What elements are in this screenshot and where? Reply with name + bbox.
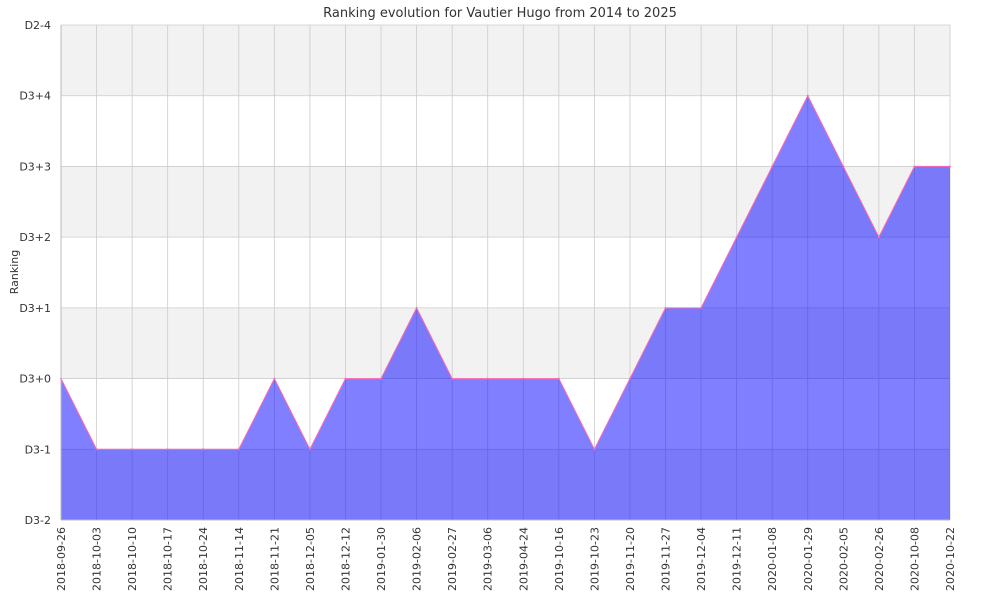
y-tick-label: D2-4 [25, 19, 51, 32]
data-point [877, 236, 880, 239]
chart-title: Ranking evolution for Vautier Hugo from … [323, 6, 677, 21]
area-layer [60, 94, 950, 520]
data-point [308, 448, 311, 451]
x-tick-label: 2019-12-11 [731, 527, 744, 591]
x-tick-label: 2019-04-24 [517, 527, 530, 591]
x-tick-label: 2019-03-06 [482, 527, 495, 591]
data-point [735, 236, 738, 239]
x-tick-label: 2019-01-30 [375, 527, 388, 591]
data-point [380, 377, 383, 380]
x-tick-label: 2018-11-21 [268, 527, 281, 591]
x-tick-label: 2018-10-03 [91, 527, 104, 591]
x-tick-label: 2019-02-27 [446, 527, 459, 591]
x-tick-label: 2019-10-23 [588, 527, 601, 591]
data-point [166, 448, 169, 451]
y-tick-label: D3+3 [19, 160, 51, 173]
data-point [700, 306, 703, 309]
x-tick-label: 2020-01-29 [802, 527, 815, 591]
y-tick-label: D3+0 [19, 373, 51, 386]
y-tick-label: D3+1 [19, 302, 51, 315]
x-tick-label: 2018-10-10 [126, 527, 139, 591]
data-point [557, 377, 560, 380]
y-tick-label: D3-2 [25, 514, 51, 527]
x-tick-label: 2020-10-08 [908, 527, 921, 591]
data-point [628, 377, 631, 380]
x-tick-labels: 2018-09-26 2018-10-03 2018-10-10 2018-10-17… [55, 527, 957, 591]
data-point [522, 377, 525, 380]
data-point [486, 377, 489, 380]
x-tick-label: 2019-10-16 [553, 527, 566, 591]
data-point [202, 448, 205, 451]
x-tick-label: 2018-12-05 [304, 527, 317, 591]
x-tick-label: 2020-02-05 [837, 527, 850, 591]
x-tick-label: 2019-02-06 [411, 527, 424, 591]
data-point [451, 377, 454, 380]
data-point [415, 306, 418, 309]
x-tick-label: 2019-11-27 [660, 527, 673, 591]
background-band [61, 25, 950, 96]
y-axis-label: Ranking [8, 250, 21, 295]
x-tick-label: 2018-09-26 [55, 527, 68, 591]
x-tick-label: 2019-11-20 [624, 527, 637, 591]
data-point [237, 448, 240, 451]
data-point [771, 165, 774, 168]
x-tick-label: 2020-10-22 [944, 527, 957, 591]
axes [60, 25, 950, 521]
data-point [273, 377, 276, 380]
ranking-line [60, 94, 950, 451]
x-tick-label: 2018-12-12 [339, 527, 352, 591]
data-point [664, 306, 667, 309]
data-point [131, 448, 134, 451]
y-tick-labels: D3-2 D3-1 D3+0 D3+1 D3+2 D3+3 D3+4 D2-4 [19, 19, 51, 527]
data-points [60, 94, 951, 451]
x-tick-label: 2018-10-17 [162, 527, 175, 591]
x-tick-label: 2019-12-04 [695, 527, 708, 591]
x-tick-label: 2020-02-26 [873, 527, 886, 591]
data-point [95, 448, 98, 451]
y-tick-label: D3+4 [19, 90, 51, 103]
ranking-area [61, 95, 950, 520]
y-tick-label: D3+2 [19, 231, 51, 244]
y-tick-label: D3-1 [25, 443, 51, 456]
data-point [593, 448, 596, 451]
x-tick-label: 2018-11-14 [233, 527, 246, 591]
data-point [949, 165, 951, 168]
data-point [913, 165, 916, 168]
x-tick-label: 2018-10-24 [197, 527, 210, 591]
data-point [842, 165, 845, 168]
data-point [344, 377, 347, 380]
data-point [806, 94, 809, 97]
x-tick-label: 2020-01-08 [766, 527, 779, 591]
